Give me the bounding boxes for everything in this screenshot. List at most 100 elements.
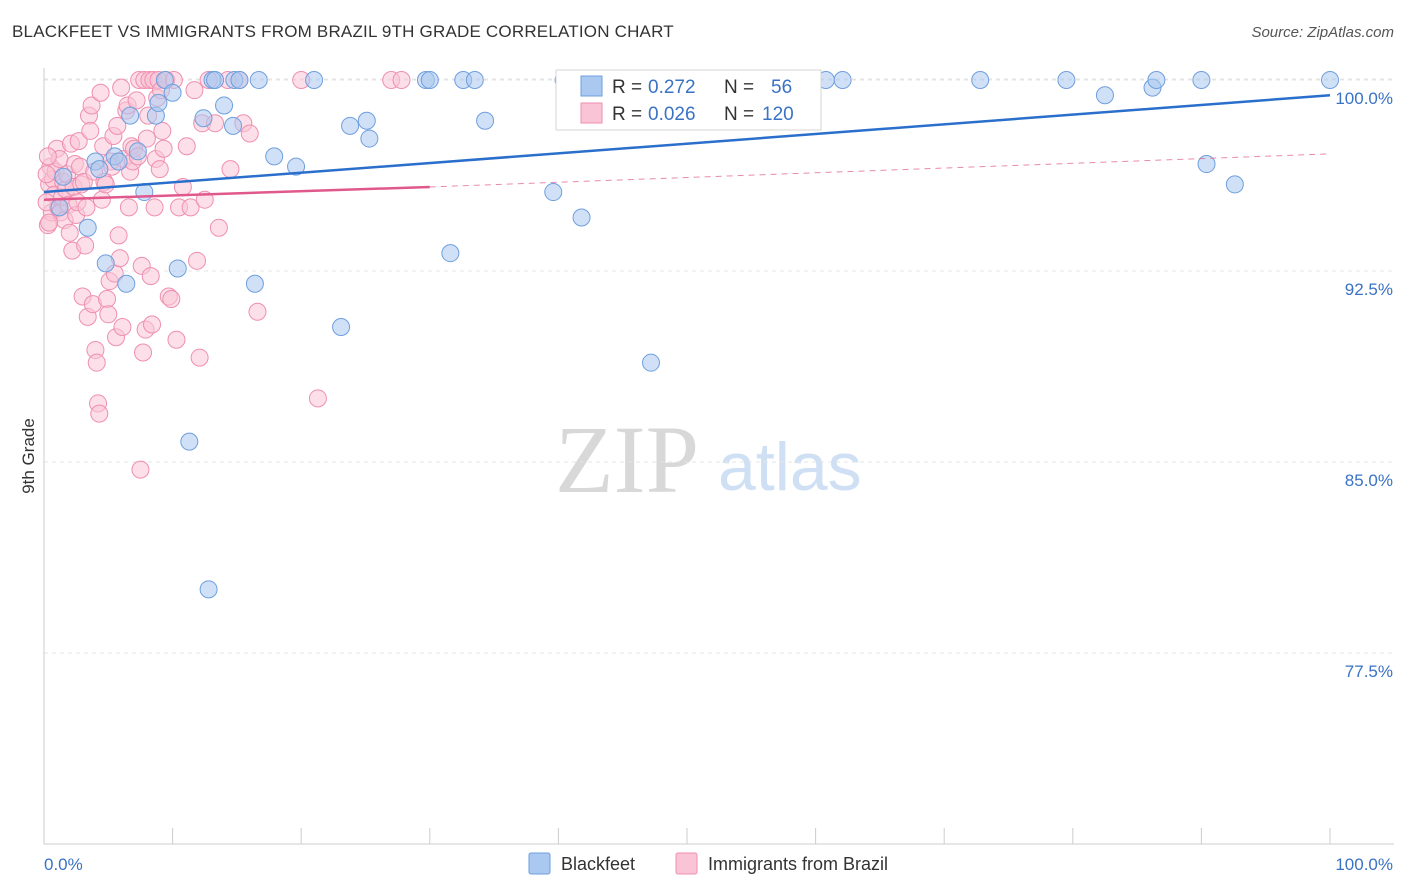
data-point <box>360 129 379 148</box>
data-point <box>199 580 218 599</box>
data-point <box>76 236 95 255</box>
data-point <box>1057 71 1076 89</box>
data-point <box>265 147 284 166</box>
data-point <box>127 91 146 110</box>
grid-layer <box>44 78 1394 654</box>
data-point <box>249 71 268 89</box>
stats-n-label-blackfeet: N = <box>724 77 754 98</box>
data-point <box>332 318 351 337</box>
stats-r-value-blackfeet: 0.272 <box>648 77 696 98</box>
data-point <box>441 244 460 263</box>
data-point <box>119 198 138 217</box>
data-point <box>91 83 110 102</box>
data-point <box>167 330 186 349</box>
legend-label-brazil: Immigrants from Brazil <box>708 854 888 874</box>
data-point <box>209 218 228 237</box>
data-point <box>181 198 200 217</box>
data-point <box>38 147 57 166</box>
data-point <box>153 121 172 140</box>
data-point <box>150 160 169 179</box>
watermark: ZIP atlas <box>555 406 862 513</box>
stats-n-label-brazil: N = <box>724 104 754 125</box>
y-tick-label: 85.0% <box>1345 471 1393 490</box>
data-point <box>215 96 234 115</box>
data-point <box>194 109 213 128</box>
data-point <box>141 267 160 286</box>
data-point <box>240 124 259 143</box>
data-point <box>98 290 117 309</box>
data-point <box>1095 86 1114 105</box>
data-point <box>90 160 109 179</box>
data-point <box>128 142 147 161</box>
stats-r-value-brazil: 0.026 <box>648 104 696 125</box>
data-point <box>1147 71 1166 89</box>
data-point <box>96 254 115 273</box>
y-tick-label: 100.0% <box>1335 89 1393 108</box>
data-point <box>180 432 199 451</box>
data-point <box>50 198 69 217</box>
data-point <box>143 315 162 334</box>
data-point <box>341 116 360 135</box>
data-point <box>112 78 131 97</box>
y-tick-labels: 100.0% 92.5% 85.0% 77.5% <box>1335 89 1393 681</box>
y-axis-label: 9th Grade <box>19 418 38 494</box>
watermark-zip: ZIP <box>555 406 699 513</box>
data-point <box>287 157 306 176</box>
data-point <box>60 223 79 242</box>
x-tick-label-min: 0.0% <box>44 855 83 874</box>
data-point <box>190 348 209 367</box>
stats-n-value-blackfeet: 56 <box>771 77 792 98</box>
stats-legend: R = 0.272 N = 56 R = 0.026 N = 120 <box>555 69 822 131</box>
data-point <box>1225 175 1244 194</box>
y-tick-label: 92.5% <box>1345 280 1393 299</box>
data-point <box>40 213 59 232</box>
data-point <box>245 274 264 293</box>
data-point <box>131 460 150 479</box>
stats-r-label-brazil: R = <box>612 104 642 125</box>
stats-swatch-brazil <box>580 102 603 124</box>
source-label: Source: ZipAtlas.com <box>1251 24 1394 41</box>
watermark-atlas: atlas <box>718 429 862 505</box>
data-point <box>572 208 591 227</box>
legend-swatch-blackfeet <box>528 852 551 875</box>
data-point <box>163 83 182 102</box>
data-point <box>1321 71 1339 89</box>
data-point <box>357 111 376 130</box>
trend-line-brazil-extension <box>429 153 1331 188</box>
data-point <box>92 190 111 209</box>
data-point <box>78 218 97 237</box>
x-tick-label-max: 100.0% <box>1335 855 1393 874</box>
data-point <box>224 116 243 135</box>
data-point <box>465 71 484 89</box>
data-point <box>162 290 181 309</box>
y-tick-label: 77.5% <box>1345 662 1393 681</box>
bottom-legend: Blackfeet Immigrants from Brazil <box>528 852 888 875</box>
data-point <box>108 116 127 135</box>
data-point <box>476 111 495 130</box>
data-point <box>77 198 96 217</box>
trend-lines <box>43 94 1331 201</box>
data-point <box>248 302 267 321</box>
data-point <box>1192 71 1211 89</box>
data-point <box>117 274 136 293</box>
trend-line-blackfeet <box>43 94 1331 194</box>
stats-n-value-brazil: 120 <box>762 104 794 125</box>
chart-title: BLACKFEET VS IMMIGRANTS FROM BRAZIL 9TH … <box>12 22 674 41</box>
data-point <box>833 71 852 89</box>
data-point <box>154 139 173 158</box>
stats-swatch-blackfeet <box>580 75 603 97</box>
series-blackfeet <box>50 71 1339 599</box>
data-point <box>145 198 164 217</box>
trend-line-brazil <box>43 185 430 201</box>
data-point <box>149 93 168 112</box>
data-point <box>221 160 240 179</box>
legend-label-blackfeet: Blackfeet <box>561 854 635 874</box>
data-point <box>971 71 990 89</box>
data-point <box>206 71 225 89</box>
legend-swatch-brazil <box>675 852 698 875</box>
data-point <box>308 389 327 408</box>
data-point <box>109 226 128 245</box>
data-point <box>544 183 563 202</box>
data-point <box>113 318 132 337</box>
